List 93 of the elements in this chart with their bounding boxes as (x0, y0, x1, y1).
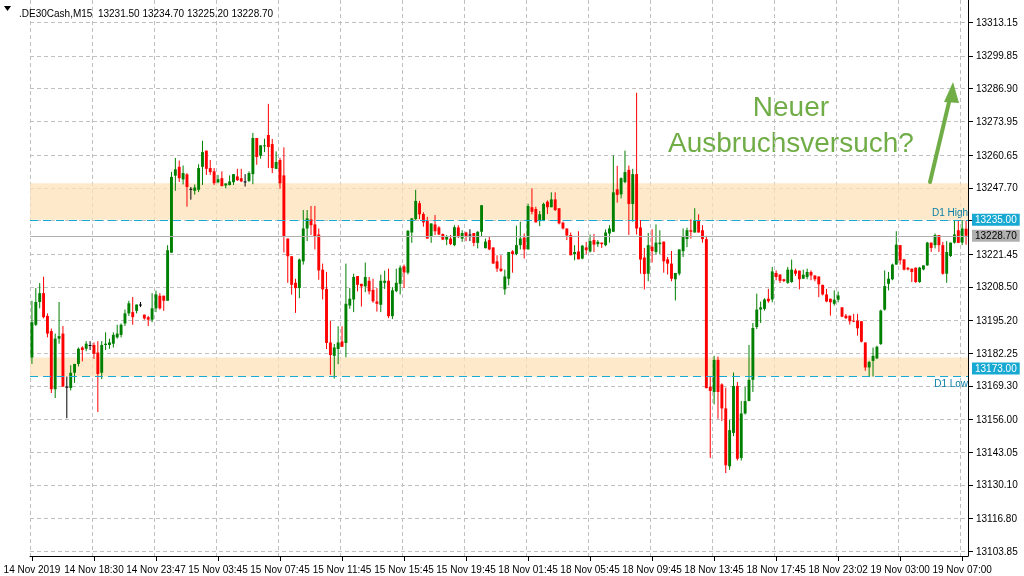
x-tick-label: 15 Nov 03:45 (188, 563, 249, 575)
candlestick (817, 275, 821, 298)
y-tick-label: 13169.30 (976, 380, 1019, 392)
candlestick (945, 240, 949, 284)
candlestick (173, 157, 177, 192)
x-tick-label: 14 Nov 18:30 (64, 563, 125, 575)
candlestick (201, 140, 204, 186)
x-tick-label: 15 Nov 15:45 (374, 563, 435, 575)
x-tick-label: 19 Nov 07:00 (932, 563, 993, 575)
x-tick-label: 18 Nov 01:45 (498, 563, 559, 575)
y-tick-label: 13156.00 (976, 414, 1019, 426)
candlestick (398, 264, 402, 295)
candlestick (518, 221, 522, 250)
candlestick (255, 137, 259, 166)
candlestick (321, 263, 325, 300)
y-tick-label: 13313.15 (976, 16, 1019, 28)
candlestick (956, 219, 960, 244)
x-tick-label: 18 Nov 09:45 (622, 563, 683, 575)
y-tick-label: 13221.45 (976, 248, 1019, 260)
candlestick (425, 216, 429, 240)
y-tick-label: 13182.25 (976, 347, 1019, 359)
candlestick (181, 165, 185, 185)
y-tick-label: 13143.05 (976, 446, 1019, 458)
y-tick-label: 13273.95 (976, 115, 1019, 127)
candlestick (511, 249, 515, 274)
x-tick-label: 18 Nov 05:45 (560, 563, 621, 575)
candlestick (88, 340, 92, 351)
candlestick (670, 250, 673, 282)
text: .DE30Cash,M15 13231.50 13234.70 13225.20 13228.70 (19, 7, 274, 19)
candlestick (468, 228, 472, 242)
candlestick (960, 219, 964, 246)
candlestick (243, 173, 247, 188)
x-tick-label: 18 Nov 23:02 (808, 563, 869, 575)
candlestick (220, 170, 224, 188)
candlestick (266, 103, 270, 169)
x-tick-label: 14 Nov 23:47 (126, 563, 187, 575)
candlestick (131, 296, 135, 326)
candlestick (336, 325, 340, 365)
ref-line-label: 13173.00 (975, 363, 1018, 375)
candlestick (522, 233, 526, 260)
candlestick (418, 200, 421, 220)
candlestick (650, 228, 654, 264)
candlestick (693, 207, 697, 234)
candlestick (197, 163, 201, 193)
y-tick-label: 13260.65 (976, 149, 1019, 161)
candlestick (805, 268, 809, 280)
candlestick (883, 269, 887, 312)
x-tick-label: 18 Nov 17:45 (746, 563, 807, 575)
candlestick (189, 186, 193, 201)
y-tick-label: 13195.20 (976, 314, 1019, 326)
y-tick-label: 13130.10 (976, 479, 1019, 491)
ref-line-label: 13228.70 (975, 230, 1018, 242)
candlestick (615, 165, 619, 204)
x-tick-label: 19 Nov 03:00 (870, 563, 931, 575)
candlestick (204, 150, 208, 176)
y-tick-label: 13116.80 (976, 513, 1018, 525)
candlestick (263, 138, 266, 153)
candlestick (898, 244, 902, 266)
candlestick (894, 230, 898, 266)
ref-line-label: 13235.00 (975, 214, 1018, 226)
candlestick (774, 269, 778, 281)
candlestick (887, 271, 890, 291)
candlestick (69, 364, 73, 391)
candlestick (177, 159, 181, 183)
candlestick (689, 218, 693, 240)
candlestick (363, 262, 367, 293)
candlestick (150, 292, 154, 323)
x-tick-label: 15 Nov 07:45 (250, 563, 311, 575)
y-tick-label: 13299.85 (976, 50, 1019, 62)
x-tick-label: 15 Nov 11:45 (312, 563, 372, 575)
y-tick-label: 13286.90 (976, 83, 1019, 95)
y-tick-label: 13103.85 (976, 545, 1019, 557)
candlestick (464, 231, 468, 242)
candlestick (577, 230, 580, 260)
candlestick (96, 340, 100, 413)
annotation: D1 Low (934, 378, 969, 390)
x-tick-label: 14 Nov 2019 (3, 563, 61, 575)
annotation: D1 High (931, 207, 969, 219)
candlestick (925, 241, 929, 267)
x-tick-label: 15 Nov 19:45 (436, 563, 497, 575)
annotation: Neuer Ausbruchsversuch? (668, 90, 914, 158)
candlestick (77, 347, 80, 367)
candlestick (429, 222, 433, 244)
candlestick (964, 220, 968, 246)
candlestick (274, 150, 278, 170)
candlestick (759, 301, 763, 324)
candlestick (65, 376, 69, 419)
x-tick-label: 18 Nov 13:45 (684, 563, 745, 575)
candlestick (514, 225, 518, 256)
y-tick-label: 13208.50 (976, 281, 1019, 293)
candlestick (38, 282, 42, 309)
candlestick (662, 241, 666, 274)
y-tick-label: 13247.70 (976, 182, 1019, 194)
